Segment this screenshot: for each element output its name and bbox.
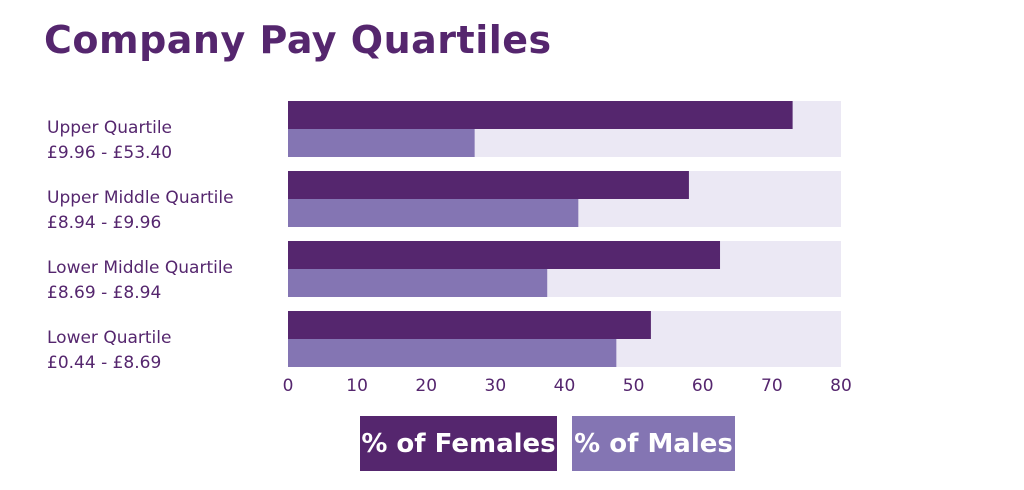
chart-title: Company Pay Quartiles — [44, 18, 552, 62]
legend-females: % of Females — [360, 416, 557, 471]
x-tick-label: 0 — [283, 376, 294, 396]
x-tick-label: 70 — [761, 376, 783, 396]
x-tick-label: 50 — [623, 376, 645, 396]
legend-males: % of Males — [572, 416, 735, 471]
bar-males-1 — [288, 129, 475, 157]
category-label: Upper Middle Quartile — [47, 188, 234, 208]
bar-males-3 — [288, 269, 548, 297]
x-tick-label: 60 — [692, 376, 714, 396]
category-range: £0.44 - £8.69 — [47, 353, 161, 373]
x-tick-label: 80 — [830, 376, 852, 396]
x-tick-label: 10 — [346, 376, 368, 396]
bar-females-4 — [288, 311, 651, 339]
bar-chart: Upper Quartile £9.96 - £53.40 Upper Middle… — [47, 101, 852, 396]
bar-males-2 — [288, 199, 579, 227]
bar-females-1 — [288, 101, 793, 129]
x-tick-label: 20 — [415, 376, 437, 396]
x-tick-label: 40 — [554, 376, 576, 396]
x-tick-label: 30 — [485, 376, 507, 396]
category-range: £8.94 - £9.96 — [47, 213, 161, 233]
bar-males-4 — [288, 339, 617, 367]
category-range: £8.69 - £8.94 — [47, 283, 161, 303]
category-label: Upper Quartile — [47, 118, 172, 138]
category-range: £9.96 - £53.40 — [47, 143, 172, 163]
category-label: Lower Quartile — [47, 328, 171, 348]
bar-females-2 — [288, 171, 689, 199]
legend-females-label: % of Females — [361, 428, 556, 459]
bar-females-3 — [288, 241, 721, 269]
category-label: Lower Middle Quartile — [47, 258, 233, 278]
legend-males-label: % of Males — [574, 428, 733, 459]
